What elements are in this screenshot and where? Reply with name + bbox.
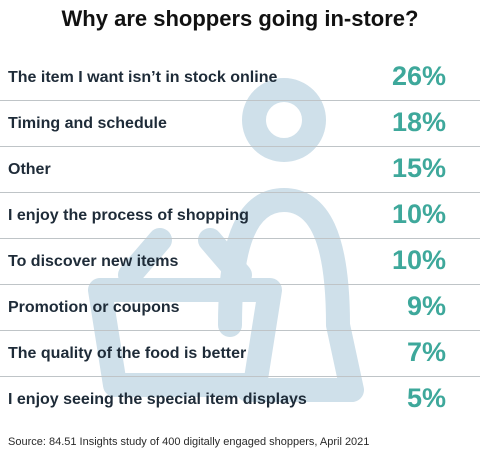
percentage-value: 9% (406, 291, 446, 321)
reason-label: Other (8, 161, 51, 178)
table-row: The quality of the food is better 7% (0, 331, 480, 377)
table-row: I enjoy the process of shopping 10% (0, 193, 480, 239)
table-row: To discover new items 10% (0, 239, 480, 285)
percentage-value: 10% (391, 245, 446, 275)
table-row: Promotion or coupons 9% (0, 285, 480, 331)
reason-label: I enjoy seeing the special item displays (8, 391, 307, 408)
chart-title: Why are shoppers going in-store? (61, 6, 419, 31)
percentage-value: 10% (391, 199, 446, 229)
reason-label: Promotion or coupons (8, 299, 180, 316)
table-row: I enjoy seeing the special item displays… (0, 377, 480, 423)
source-note: Source: 84.51 Insights study of 400 digi… (8, 436, 370, 448)
reason-label: Timing and schedule (8, 115, 167, 132)
table-row: Timing and schedule 18% (0, 101, 480, 147)
percentage-value: 15% (391, 153, 446, 183)
percentage-value: 18% (391, 107, 446, 137)
percentage-value: 5% (406, 383, 446, 413)
percentage-value: 7% (406, 337, 446, 367)
table-row: Other 15% (0, 147, 480, 193)
table-row: The item I want isn’t in stock online 26% (0, 55, 480, 101)
reason-label: I enjoy the process of shopping (8, 207, 249, 224)
reason-label: The item I want isn’t in stock online (8, 69, 278, 86)
reason-label: The quality of the food is better (8, 345, 247, 362)
reasons-table: The item I want isn’t in stock online 26%… (0, 55, 480, 423)
reason-label: To discover new items (8, 253, 179, 270)
percentage-value: 26% (391, 61, 446, 91)
